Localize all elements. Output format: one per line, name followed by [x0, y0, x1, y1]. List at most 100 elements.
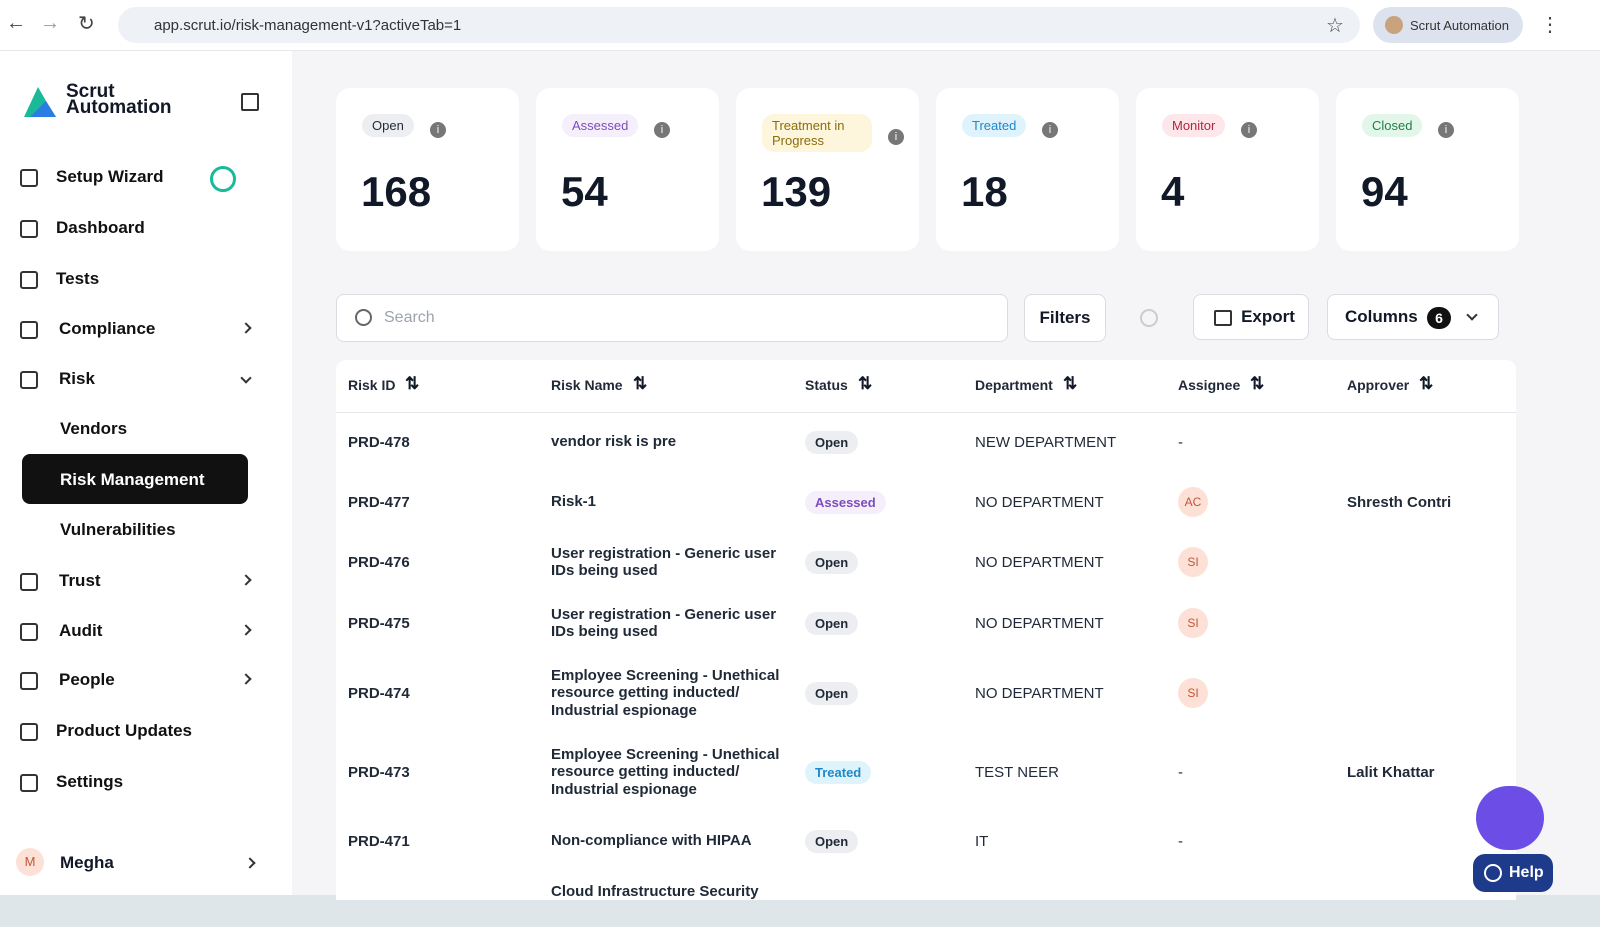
brand: Scrut Automation	[66, 81, 172, 117]
info-icon: i	[1241, 121, 1257, 138]
risk-id: PRD-474	[348, 684, 410, 702]
nav-icon	[20, 723, 38, 741]
status-badge: Treatment in Progress	[762, 114, 872, 152]
sort-icon: ⇅	[633, 374, 648, 393]
assignee-avatar: SI	[1178, 547, 1208, 577]
nav-icon	[20, 321, 38, 339]
risk-id: PRD-477	[348, 493, 410, 511]
bookmark[interactable]: ☆	[1326, 15, 1344, 37]
sort-icon: ⇅	[858, 374, 873, 393]
nav-item[interactable]: Product Updates	[56, 721, 193, 740]
status-count: 168	[361, 168, 432, 215]
nav-item[interactable]: Compliance	[59, 319, 156, 338]
risk-name[interactable]: Cloud Infrastructure Security	[551, 883, 759, 900]
nav-item[interactable]: Trust	[59, 571, 101, 590]
nav-item[interactable]: People	[59, 670, 115, 689]
risk-name[interactable]: Non-compliance with HIPAA	[551, 832, 752, 849]
risk-name[interactable]: vendor risk is pre	[551, 433, 677, 450]
column-header[interactable]: Risk Name	[551, 377, 623, 393]
back[interactable]: ←	[6, 12, 26, 34]
cell: NO DEPARTMENT	[975, 493, 1104, 511]
browser-bar: ← → ↻ app.scrut.io/risk-management-v1?ac…	[0, 0, 1600, 51]
chevron	[244, 857, 256, 869]
chevron	[240, 673, 252, 685]
refresh[interactable]	[1140, 309, 1158, 327]
address-bar[interactable]: app.scrut.io/risk-management-v1?activeTa…	[118, 7, 1360, 43]
profile[interactable]: Scrut Automation	[1373, 7, 1523, 43]
progress	[210, 166, 236, 192]
column-header[interactable]: Status	[805, 377, 848, 393]
status-badge: Treated	[805, 760, 872, 784]
info-icon: i	[654, 121, 670, 138]
status-badge: Open	[805, 611, 859, 635]
reload[interactable]: ↻	[78, 13, 95, 35]
status-card[interactable]: Monitor i 4	[1136, 88, 1319, 251]
menu[interactable]: ⋮	[1540, 14, 1560, 36]
cell: Lalit Khattar	[1347, 763, 1435, 781]
risk-name[interactable]: User registration - Generic user IDs bei…	[551, 544, 777, 580]
profile-name: Scrut Automation	[1410, 18, 1509, 33]
user-avatar: M	[16, 848, 44, 876]
column-header[interactable]: Risk ID	[348, 377, 396, 393]
column-header[interactable]: Assignee	[1178, 377, 1241, 393]
status-badge: Open	[805, 681, 859, 705]
cell: IT	[975, 832, 989, 850]
nav-icon	[20, 169, 38, 187]
avatar	[1385, 16, 1403, 34]
table: Risk ID ⇅ Risk Name ⇅ Status ⇅ Department ⇅ Assi…	[336, 360, 1516, 900]
sort-icon: ⇅	[1063, 374, 1078, 393]
search[interactable]: Search	[336, 294, 1008, 342]
info-icon: i	[1042, 121, 1058, 138]
export-button[interactable]: Export	[1193, 294, 1309, 340]
column-header[interactable]: Department	[975, 377, 1053, 393]
assignee-avatar: SI	[1178, 608, 1208, 638]
risk-name[interactable]: Employee Screening - Unethical resource …	[551, 666, 780, 719]
help-button[interactable]: Help	[1473, 854, 1553, 892]
nav-item[interactable]: Setup Wizard	[56, 167, 164, 186]
nav-selected[interactable]	[22, 454, 248, 504]
status-badge: Monitor	[1162, 114, 1226, 137]
nav-item[interactable]: Risk Management	[60, 470, 205, 489]
filters-button[interactable]: Filters	[1024, 294, 1106, 342]
nav-item[interactable]: Dashboard	[56, 218, 145, 237]
sidebar: Scrut Automation Setup Wizard Dashboard Tes…	[0, 51, 292, 895]
cell: NO DEPARTMENT	[975, 553, 1104, 571]
search-placeholder: Search	[384, 309, 435, 326]
nav-item[interactable]: Risk	[59, 369, 95, 388]
export-icon	[1214, 310, 1232, 326]
info-icon: i	[1438, 121, 1454, 138]
search-icon	[355, 309, 372, 326]
cell: -	[1178, 832, 1183, 850]
nav-icon	[20, 220, 38, 238]
nav-item[interactable]: Tests	[56, 269, 100, 288]
status-badge: Closed	[1362, 114, 1423, 137]
risk-name[interactable]: Employee Screening - Unethical resource …	[551, 745, 780, 798]
risk-id: PRD-473	[348, 763, 410, 781]
status-count: 94	[1361, 168, 1408, 215]
nav-item[interactable]: Vendors	[60, 419, 128, 438]
status-card[interactable]: Assessed i 54	[536, 88, 719, 251]
columns-button[interactable]: Columns 6	[1327, 294, 1499, 340]
brand-line: Scrut	[66, 81, 115, 102]
nav-item[interactable]: Settings	[56, 772, 124, 791]
collapse[interactable]	[241, 93, 259, 111]
risk-name[interactable]: Risk-1	[551, 493, 597, 510]
status-card[interactable]: Treatment in Progress i 139	[736, 88, 919, 251]
user-name[interactable]: Megha	[60, 853, 114, 872]
status-card[interactable]: Open i 168	[336, 88, 519, 251]
forward[interactable]: →	[40, 12, 60, 34]
nav-item[interactable]: Audit	[59, 621, 103, 640]
status-card[interactable]: Closed i 94	[1336, 88, 1519, 251]
status-count: 18	[961, 168, 1008, 215]
status-badge: Open	[805, 550, 859, 574]
status-card[interactable]: Treated i 18	[936, 88, 1119, 251]
ai-chat[interactable]	[1476, 786, 1544, 850]
nav-item[interactable]: Vulnerabilities	[60, 520, 176, 539]
column-header[interactable]: Approver	[1347, 377, 1410, 393]
nav-icon	[20, 573, 38, 591]
risk-name[interactable]: User registration - Generic user IDs bei…	[551, 605, 777, 641]
risk-id: PRD-471	[348, 832, 410, 850]
cell: NEW DEPARTMENT	[975, 433, 1117, 451]
sort-icon: ⇅	[1250, 374, 1265, 393]
